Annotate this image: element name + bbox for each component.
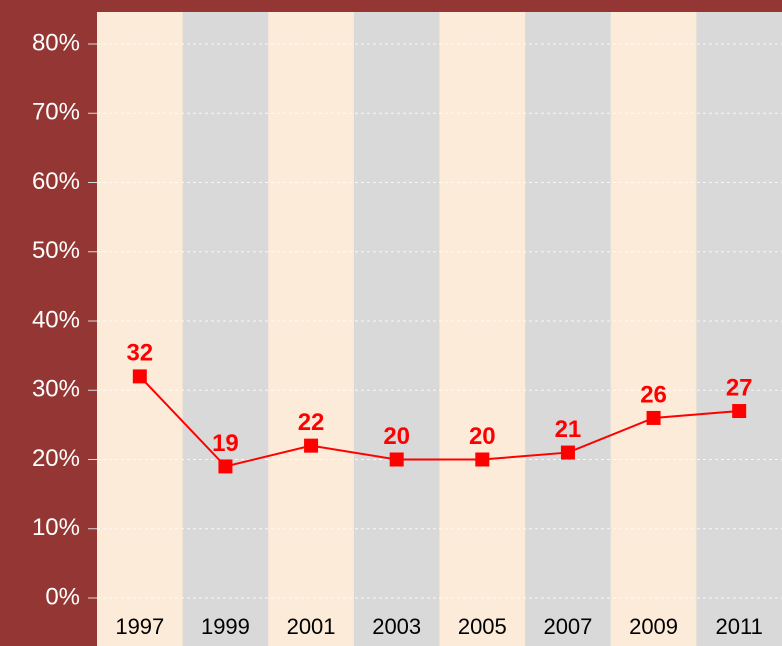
x-tick-label: 2001 [287, 614, 336, 639]
data-label: 32 [126, 340, 153, 367]
y-tick-label: 70% [32, 99, 80, 126]
y-tick-label: 0% [45, 583, 80, 610]
data-label: 27 [726, 374, 753, 401]
marker [304, 438, 319, 453]
marker [732, 404, 747, 419]
x-tick-label: 1997 [115, 614, 164, 639]
marker [389, 452, 404, 467]
marker [218, 459, 233, 474]
data-label: 22 [298, 409, 325, 436]
y-tick-label: 10% [32, 514, 80, 541]
x-tick-label: 2005 [458, 614, 507, 639]
y-tick-label: 60% [32, 168, 80, 195]
y-tick-label: 20% [32, 445, 80, 472]
data-label: 20 [383, 423, 410, 450]
marker [475, 452, 490, 467]
y-tick-label: 40% [32, 306, 80, 333]
x-tick-label: 2003 [372, 614, 421, 639]
column-band [182, 12, 269, 646]
x-tick-label: 2009 [629, 614, 678, 639]
column-band [610, 12, 697, 646]
y-tick-label: 50% [32, 237, 80, 264]
column-band [439, 12, 526, 646]
column-band [525, 12, 612, 646]
line [139, 375, 740, 468]
data-label: 21 [555, 416, 582, 443]
column-band [353, 12, 440, 646]
y-tick-label: 30% [32, 376, 80, 403]
x-tick-label: 1999 [201, 614, 250, 639]
column-band [97, 12, 184, 646]
marker [132, 369, 147, 384]
marker [646, 410, 661, 425]
marker [560, 445, 575, 460]
x-tick-label: 2011 [716, 614, 763, 639]
column-band [696, 12, 782, 646]
y-tick-label: 80% [32, 29, 80, 56]
data-label: 19 [212, 430, 239, 457]
column-band [268, 12, 355, 646]
data-label: 20 [469, 423, 496, 450]
x-tick-label: 2007 [543, 614, 592, 639]
data-label: 26 [640, 381, 667, 408]
